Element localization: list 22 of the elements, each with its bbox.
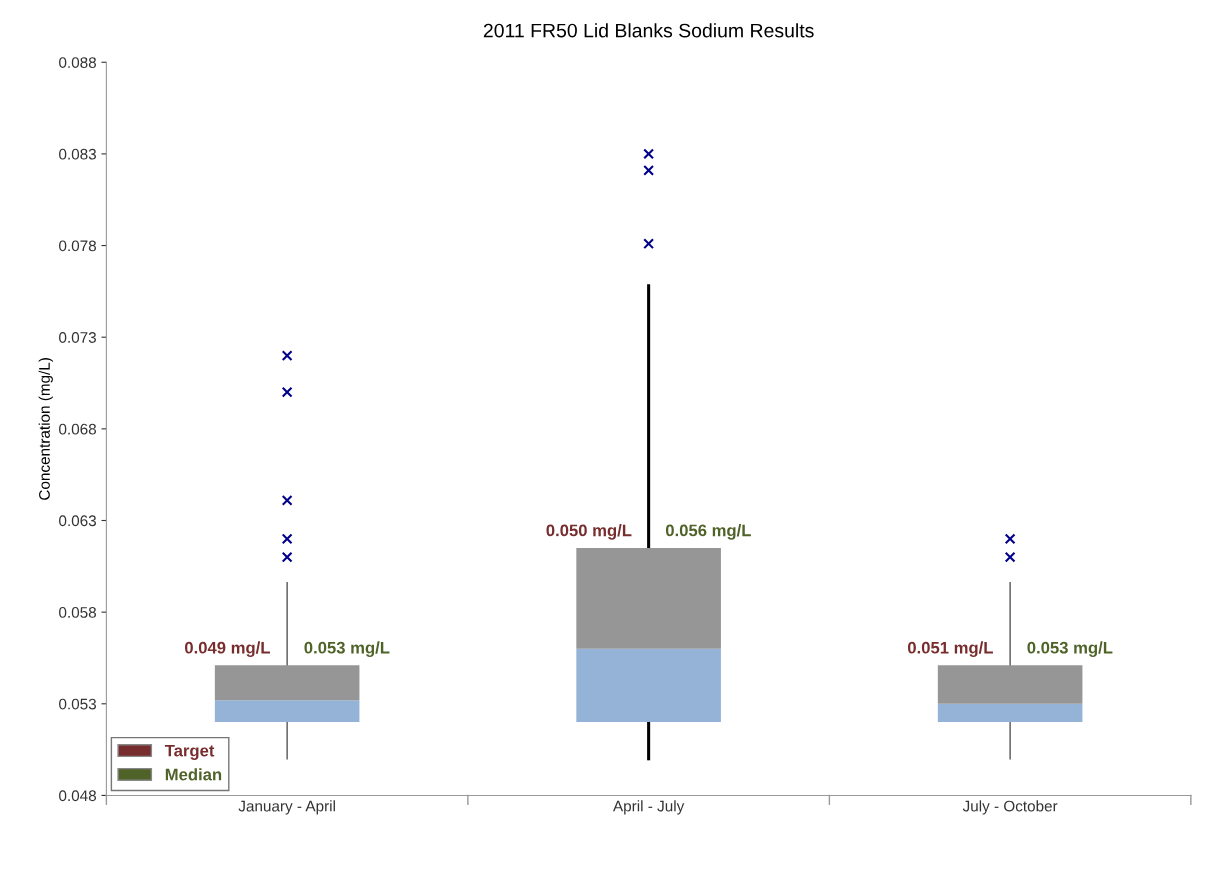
- x-tick-label: April - July: [613, 800, 685, 815]
- annotation: 0.050 mg/L: [546, 524, 632, 540]
- annotation: 0.053 mg/L: [1027, 641, 1113, 657]
- y-tick-label: 0.058: [59, 607, 97, 618]
- y-tick-label: 0.053: [59, 698, 96, 710]
- y-tick-label: 0.083: [59, 148, 96, 160]
- annotation: 0.053 mg/L: [304, 641, 390, 657]
- y-tick-label: 0.063: [59, 515, 96, 527]
- chart-title: 2011 FR50 Lid Blanks Sodium Results: [483, 23, 814, 38]
- annotation: 0.051 mg/L: [907, 641, 993, 657]
- x-tick-label: July - October: [962, 800, 1058, 815]
- y-tick-label: 0.068: [59, 423, 97, 435]
- y-tick-label: 0.088: [59, 57, 97, 68]
- y-tick-label: 0.048: [59, 790, 97, 802]
- y-axis-title: Concentration (mg/L): [38, 358, 53, 500]
- annotation: 0.056 mg/L: [665, 524, 751, 540]
- y-tick-label: 0.078: [59, 240, 97, 252]
- legend-label: Median: [165, 768, 222, 781]
- legend-label: Target: [164, 744, 215, 760]
- annotation: 0.049 mg/L: [184, 641, 270, 657]
- x-tick-label: January - April: [238, 800, 335, 815]
- y-tick-label: 0.073: [59, 332, 96, 343]
